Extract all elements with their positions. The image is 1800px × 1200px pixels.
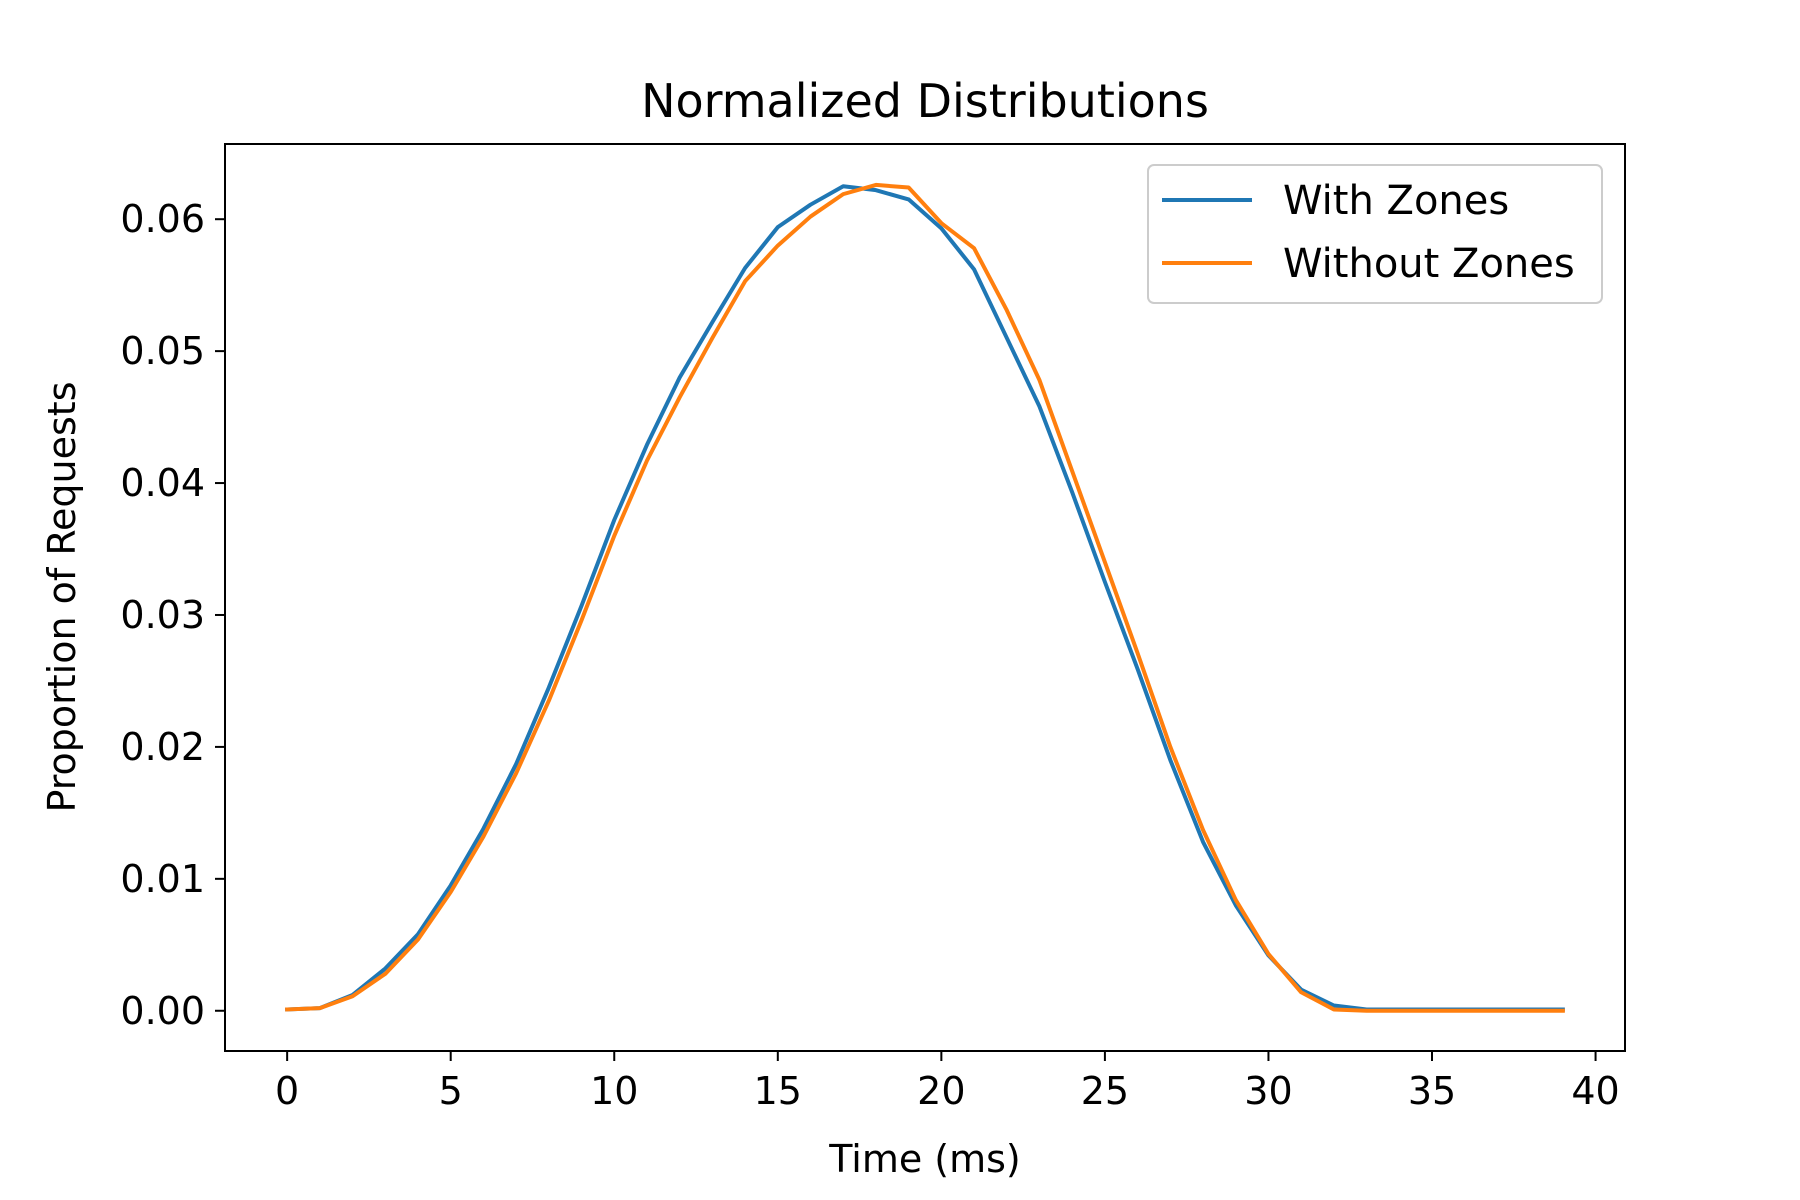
chart-title: Normalized Distributions	[641, 74, 1209, 128]
y-tick-label: 0.05	[120, 329, 205, 373]
y-tick-label: 0.03	[120, 593, 205, 637]
series-layer	[285, 182, 1565, 1013]
x-tick-label: 40	[1571, 1069, 1619, 1113]
series-line-with-zones	[285, 184, 1565, 1012]
x-tick-label: 30	[1244, 1069, 1292, 1113]
x-tick-label: 0	[275, 1069, 299, 1113]
y-tick-label: 0.06	[120, 197, 205, 241]
x-tick-label: 25	[1081, 1069, 1129, 1113]
x-axis: 0 5 10 15 20 25 30 35 40	[275, 1051, 1620, 1113]
x-tick-label: 5	[439, 1069, 463, 1113]
x-axis-title: Time (ms)	[828, 1137, 1021, 1181]
legend-frame	[1147, 164, 1603, 304]
plot-frame	[224, 143, 1626, 1052]
y-tick-label: 0.00	[120, 989, 205, 1033]
x-tick-label: 20	[917, 1069, 965, 1113]
y-tick-label: 0.04	[120, 461, 205, 505]
legend-label-without-zones: Without Zones	[1283, 241, 1575, 287]
y-axis-title: Proportion of Requests	[40, 381, 84, 812]
legend: With Zones Without Zones	[1147, 164, 1603, 304]
x-tick-label: 15	[754, 1069, 802, 1113]
series-line-without-zones	[285, 182, 1565, 1013]
x-tick-label: 10	[590, 1069, 638, 1113]
legend-label-with-zones: With Zones	[1283, 178, 1509, 224]
y-axis: 0.00 0.01 0.02 0.03 0.04 0.05 0.06	[120, 197, 225, 1033]
x-tick-label: 35	[1408, 1069, 1456, 1113]
y-tick-label: 0.02	[120, 725, 205, 769]
y-tick-label: 0.01	[120, 857, 205, 901]
